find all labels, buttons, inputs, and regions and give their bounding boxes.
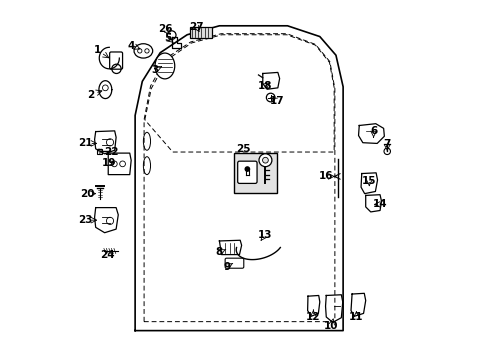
Text: 19: 19 [102, 158, 116, 168]
Text: 17: 17 [269, 96, 284, 106]
Bar [234, 153, 277, 193]
Text: 13: 13 [258, 230, 272, 239]
Text: 9: 9 [223, 262, 230, 272]
Circle shape [259, 154, 271, 167]
Circle shape [262, 157, 268, 163]
Ellipse shape [155, 53, 174, 79]
Text: 27: 27 [188, 22, 203, 32]
Text: 21: 21 [78, 139, 92, 148]
Bar [97, 149, 102, 154]
Text: 8: 8 [215, 247, 223, 257]
Text: 16: 16 [318, 171, 333, 181]
Text: 7: 7 [383, 139, 390, 149]
Text: 25: 25 [235, 144, 250, 154]
FancyBboxPatch shape [237, 161, 257, 183]
Text: 5: 5 [163, 33, 171, 43]
Text: 11: 11 [348, 312, 363, 322]
Text: 23: 23 [78, 215, 92, 225]
Text: 14: 14 [372, 199, 386, 210]
FancyBboxPatch shape [224, 258, 244, 268]
Text: 20: 20 [80, 189, 95, 199]
Text: 6: 6 [369, 126, 376, 135]
Circle shape [244, 166, 250, 172]
Text: 24: 24 [100, 250, 115, 260]
Text: 22: 22 [104, 147, 119, 157]
Bar [190, 27, 211, 38]
Text: 26: 26 [157, 24, 172, 34]
Text: 1: 1 [94, 45, 101, 55]
Text: 2: 2 [87, 90, 95, 100]
Text: 10: 10 [324, 321, 338, 331]
Text: 3: 3 [151, 64, 158, 75]
Circle shape [266, 93, 274, 102]
Text: 12: 12 [305, 312, 320, 322]
Text: 4: 4 [127, 41, 135, 50]
Text: 18: 18 [258, 81, 272, 91]
Ellipse shape [134, 44, 152, 58]
Text: 15: 15 [361, 176, 376, 186]
